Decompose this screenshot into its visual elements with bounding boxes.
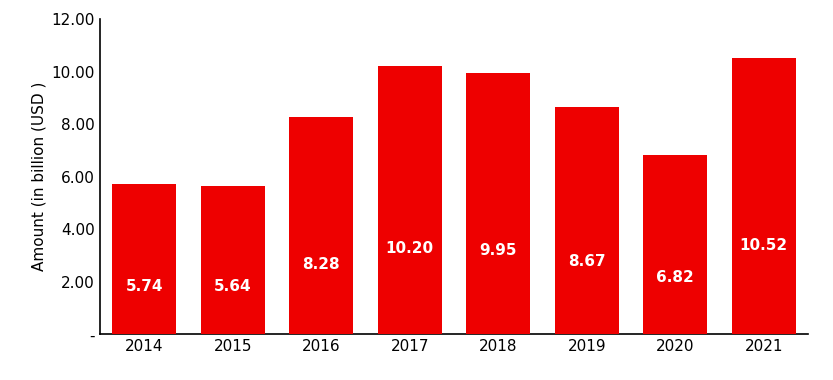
Text: 10.20: 10.20 <box>386 241 434 256</box>
Text: 5.64: 5.64 <box>214 279 252 294</box>
Bar <box>378 66 441 334</box>
Bar <box>112 184 176 334</box>
Text: 8.67: 8.67 <box>568 254 606 269</box>
Text: 9.95: 9.95 <box>480 243 517 258</box>
Bar <box>643 155 707 334</box>
Text: 8.28: 8.28 <box>302 257 340 272</box>
Text: 5.74: 5.74 <box>126 279 163 294</box>
Bar <box>555 106 619 334</box>
Bar <box>289 117 353 334</box>
Bar <box>732 58 796 334</box>
Bar <box>201 186 265 334</box>
Text: 10.52: 10.52 <box>740 238 788 253</box>
Text: 6.82: 6.82 <box>656 269 694 285</box>
Bar <box>466 73 530 334</box>
Y-axis label: Amount (in billion (USD ): Amount (in billion (USD ) <box>31 82 46 271</box>
